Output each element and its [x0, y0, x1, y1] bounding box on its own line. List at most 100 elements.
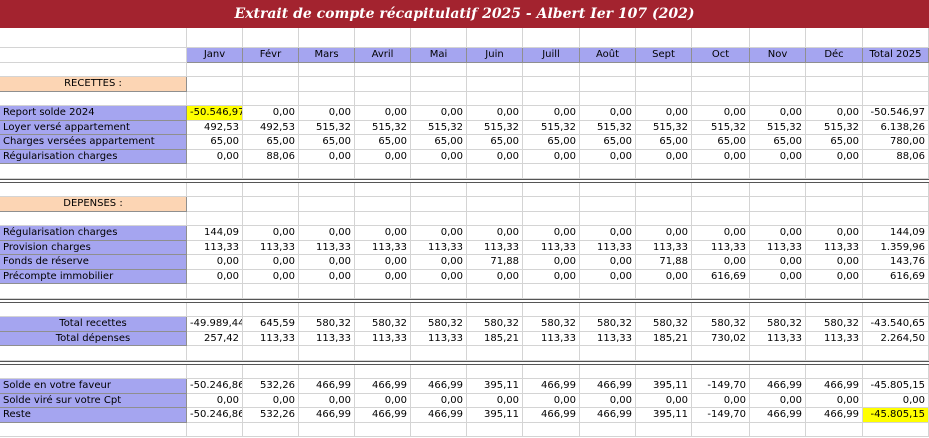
value-cell: 0,00 — [299, 106, 355, 121]
value-cell: 0,00 — [187, 393, 243, 408]
value-cell: -50.546,97 — [187, 106, 243, 121]
empty-cell — [750, 28, 806, 48]
value-cell: 0,00 — [750, 106, 806, 121]
value-cell: 0,00 — [467, 269, 523, 284]
empty-cell — [636, 62, 692, 77]
value-cell: 113,33 — [299, 240, 355, 255]
empty-cell — [636, 91, 692, 106]
row-label: Charges versées appartement — [0, 135, 187, 150]
empty-cell — [187, 364, 243, 379]
row-label: Régularisation charges — [0, 149, 187, 164]
value-cell: -50.546,97 — [863, 106, 929, 121]
value-cell: 113,33 — [636, 240, 692, 255]
value-cell: 580,32 — [636, 317, 692, 332]
value-cell: 0,00 — [467, 226, 523, 241]
value-cell: 0,00 — [692, 106, 750, 121]
empty-cell — [243, 62, 299, 77]
empty-cell — [750, 164, 806, 179]
value-cell: 730,02 — [692, 331, 750, 346]
value-cell: 0,00 — [243, 269, 299, 284]
value-cell: 466,99 — [806, 408, 863, 423]
value-cell: 0,00 — [806, 226, 863, 241]
value-cell: 645,59 — [243, 317, 299, 332]
row-label: Report solde 2024 — [0, 106, 187, 121]
value-cell: 113,33 — [355, 240, 411, 255]
empty-cell — [750, 182, 806, 197]
value-cell: 144,09 — [187, 226, 243, 241]
empty-cell — [750, 77, 806, 92]
empty-cell — [580, 197, 636, 212]
value-cell: -45.805,15 — [863, 379, 929, 394]
empty-cell — [806, 284, 863, 299]
column-header: Sept — [636, 48, 692, 63]
value-cell: 466,99 — [355, 408, 411, 423]
value-cell: 113,33 — [580, 240, 636, 255]
row-label: Régularisation charges — [0, 226, 187, 241]
value-cell: 0,00 — [806, 269, 863, 284]
value-cell: 492,53 — [187, 120, 243, 135]
empty-cell — [243, 302, 299, 317]
value-cell: 0,00 — [750, 269, 806, 284]
value-cell: 0,00 — [243, 393, 299, 408]
empty-cell — [692, 197, 750, 212]
empty-cell — [243, 182, 299, 197]
empty-cell — [299, 62, 355, 77]
empty-cell — [467, 91, 523, 106]
empty-cell — [806, 164, 863, 179]
empty-cell — [411, 364, 467, 379]
empty-cell — [580, 28, 636, 48]
value-cell: 65,00 — [411, 135, 467, 150]
value-cell: 0,00 — [580, 255, 636, 270]
value-cell: 65,00 — [806, 135, 863, 150]
empty-cell — [299, 346, 355, 361]
empty-cell — [636, 364, 692, 379]
empty-cell — [411, 77, 467, 92]
value-cell: 0,00 — [692, 149, 750, 164]
value-cell: 0,00 — [636, 269, 692, 284]
empty-cell — [411, 302, 467, 317]
empty-cell — [863, 182, 929, 197]
empty-cell — [580, 364, 636, 379]
value-cell: 515,32 — [523, 120, 580, 135]
empty-cell — [0, 302, 187, 317]
empty-cell — [523, 211, 580, 226]
value-cell: 0,00 — [806, 255, 863, 270]
value-cell: 0,00 — [692, 226, 750, 241]
empty-cell — [692, 164, 750, 179]
column-header: Mars — [299, 48, 355, 63]
empty-cell — [355, 91, 411, 106]
empty-cell — [750, 91, 806, 106]
value-cell: 395,11 — [467, 408, 523, 423]
empty-cell — [0, 48, 187, 63]
empty-cell — [806, 91, 863, 106]
empty-cell — [806, 346, 863, 361]
empty-cell — [243, 91, 299, 106]
empty-cell — [355, 284, 411, 299]
value-cell: 113,33 — [750, 331, 806, 346]
value-cell: 0,00 — [187, 149, 243, 164]
empty-cell — [580, 284, 636, 299]
separator — [0, 298, 929, 303]
value-cell: 616,69 — [863, 269, 929, 284]
value-cell: 0,00 — [467, 106, 523, 121]
empty-cell — [580, 62, 636, 77]
empty-cell — [863, 211, 929, 226]
empty-cell — [750, 422, 806, 437]
empty-cell — [0, 91, 187, 106]
empty-cell — [187, 422, 243, 437]
empty-cell — [580, 211, 636, 226]
value-cell: 65,00 — [523, 135, 580, 150]
empty-cell — [523, 77, 580, 92]
value-cell: 113,33 — [243, 331, 299, 346]
empty-cell — [411, 284, 467, 299]
value-cell: 0,00 — [692, 393, 750, 408]
value-cell: 0,00 — [750, 226, 806, 241]
value-cell: 616,69 — [692, 269, 750, 284]
empty-cell — [692, 422, 750, 437]
value-cell: -43.540,65 — [863, 317, 929, 332]
empty-cell — [467, 28, 523, 48]
empty-cell — [636, 302, 692, 317]
empty-cell — [863, 284, 929, 299]
sheet-title: Extrait de compte récapitulatif 2025 - A… — [0, 0, 929, 28]
value-cell: 0,00 — [580, 226, 636, 241]
